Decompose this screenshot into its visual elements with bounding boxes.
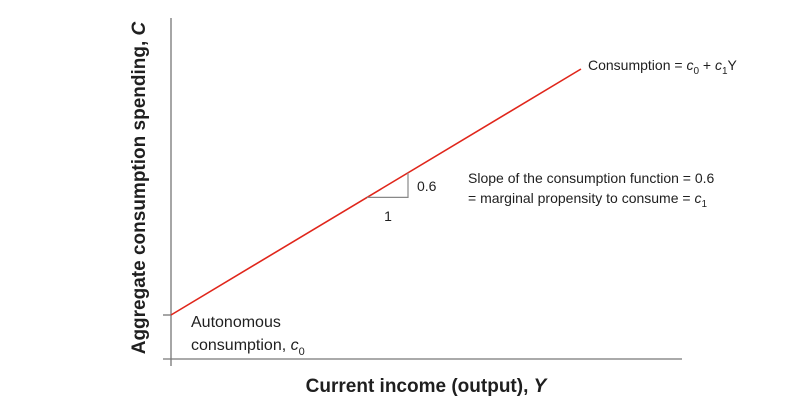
autonomous-annotation-line2: consumption, c0 xyxy=(191,337,305,358)
slope-rise-label: 0.6 xyxy=(417,178,437,194)
slope-annotation-line2: = marginal propensity to consume = c1 xyxy=(468,190,707,210)
consumption-line xyxy=(170,68,582,316)
x-axis-title: Current income (output), Y xyxy=(306,376,549,397)
y-axis-title: Aggregate consumption spending, C xyxy=(129,21,150,354)
autonomous-annotation-line1: Autonomous xyxy=(191,314,281,331)
line-equation-label: Consumption = c0 + c1Y xyxy=(588,57,738,77)
slope-run-label: 1 xyxy=(384,208,392,224)
slope-triangle xyxy=(367,172,409,198)
slope-annotation-line1: Slope of the consumption function = 0.6 xyxy=(468,170,715,186)
